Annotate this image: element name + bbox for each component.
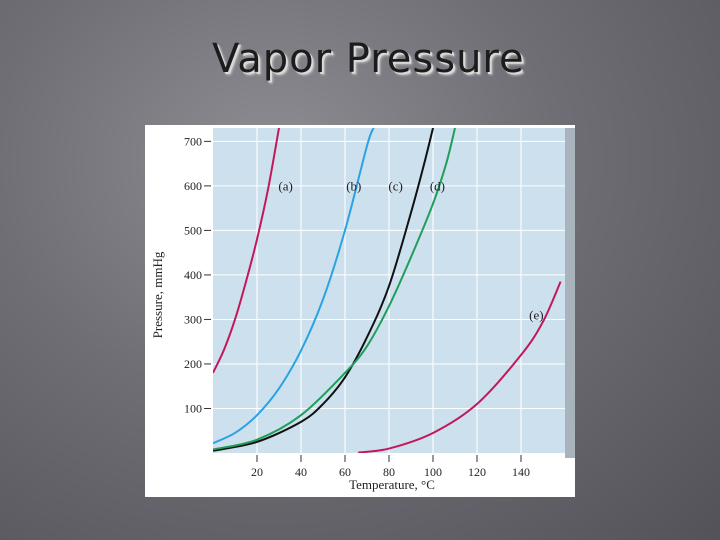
frame-shadow — [565, 128, 575, 458]
vapor-pressure-chart: 100 200 300 400 500 600 700 20 40 60 80 100 120 140 (… — [150, 128, 575, 492]
x-tick-label-3: 80 — [383, 465, 395, 479]
y-tick-label-5: 600 — [184, 179, 202, 193]
y-tick-label-2: 300 — [184, 312, 202, 326]
x-axis-label: Temperature, °C — [349, 477, 435, 492]
x-tick-label-4: 100 — [424, 465, 442, 479]
curve-label-c: (c) — [388, 178, 402, 193]
y-tick-label-1: 200 — [184, 357, 202, 371]
x-tick-label-5: 120 — [468, 465, 486, 479]
plot-background — [213, 128, 571, 453]
series-line-a — [213, 128, 280, 374]
y-tick-label-4: 500 — [184, 223, 202, 237]
x-tick-label-1: 40 — [295, 465, 307, 479]
y-tick-label-6: 700 — [184, 134, 202, 148]
series-line-c — [213, 128, 434, 452]
y-tick-label-0: 100 — [184, 401, 202, 415]
curve-label-a: (a) — [278, 178, 292, 193]
curve-label-e: (e) — [529, 307, 543, 322]
series-line-d — [213, 128, 456, 451]
x-tick-label-6: 140 — [512, 465, 530, 479]
y-tick-label-3: 400 — [184, 268, 202, 282]
slide-title: Vapor Pressure — [212, 36, 525, 82]
x-tick-label-2: 60 — [339, 465, 351, 479]
chart-figure: 100 200 300 400 500 600 700 20 40 60 80 100 120 140 (… — [145, 125, 575, 497]
y-axis-label: Pressure, mmHg — [150, 251, 165, 338]
curve-label-b: (b) — [346, 178, 361, 193]
x-tick-label-0: 20 — [251, 465, 263, 479]
curve-label-d: (d) — [430, 178, 445, 193]
series-line-b — [213, 128, 375, 445]
series-line-e — [358, 281, 562, 453]
